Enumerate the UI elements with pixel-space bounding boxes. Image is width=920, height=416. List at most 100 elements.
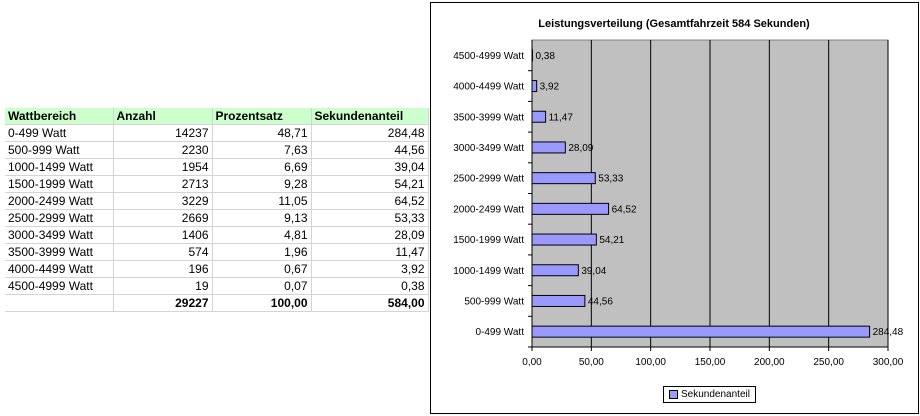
table-cell[interactable]: 9,13 bbox=[212, 209, 312, 227]
table-cell[interactable]: 196 bbox=[113, 260, 213, 278]
x-tick-label: 150,00 bbox=[695, 357, 726, 368]
table-cell[interactable]: 4500-4999 Watt bbox=[5, 277, 114, 295]
x-tick-label: 50,00 bbox=[579, 357, 604, 368]
table-cell[interactable]: 2230 bbox=[113, 141, 213, 159]
data-label: 54,21 bbox=[599, 235, 624, 246]
table-cell[interactable]: 11,47 bbox=[311, 243, 429, 261]
bar bbox=[531, 233, 597, 246]
table-cell[interactable]: 1,96 bbox=[212, 243, 312, 261]
table-row: 0-499 Watt 14237 48,71 284,48 bbox=[5, 124, 429, 142]
chart-title: Leistungsverteilung (Gesamtfahrzeit 584 … bbox=[538, 18, 810, 30]
table-cell[interactable]: 54,21 bbox=[311, 175, 429, 193]
table-total-row: 29227 100,00 584,00 bbox=[5, 294, 429, 312]
table-cell[interactable]: 1954 bbox=[113, 158, 213, 176]
column-header[interactable]: Prozentsatz bbox=[212, 108, 312, 125]
x-tick-label: 100,00 bbox=[635, 357, 666, 368]
data-table: Wattbereich Anzahl Prozentsatz Sekundenante… bbox=[5, 108, 429, 312]
table-row: 4000-4499 Watt 196 0,67 3,92 bbox=[5, 260, 429, 278]
table-cell[interactable]: 28,09 bbox=[311, 226, 429, 244]
bar-chart: Leistungsverteilung (Gesamtfahrzeit 584 … bbox=[453, 18, 904, 368]
x-tick-label: 250,00 bbox=[813, 357, 844, 368]
y-tick-label: 2000-2499 Watt bbox=[453, 204, 524, 215]
y-tick-label: 4000-4499 Watt bbox=[453, 82, 524, 93]
table-cell[interactable]: 64,52 bbox=[311, 192, 429, 210]
table-row: 500-999 Watt 2230 7,63 44,56 bbox=[5, 141, 429, 159]
table-cell[interactable]: 500-999 Watt bbox=[5, 141, 114, 159]
table-cell[interactable]: 0,38 bbox=[311, 277, 429, 295]
y-tick-label: 3500-3999 Watt bbox=[453, 112, 524, 123]
table-cell[interactable]: 2500-2999 Watt bbox=[5, 209, 114, 227]
table-cell[interactable]: 53,33 bbox=[311, 209, 429, 227]
table-cell[interactable]: 574 bbox=[113, 243, 213, 261]
table-cell[interactable]: 3229 bbox=[113, 192, 213, 210]
total-cell[interactable]: 29227 bbox=[113, 294, 213, 312]
y-tick-label: 1500-1999 Watt bbox=[453, 235, 524, 246]
data-label: 39,04 bbox=[581, 266, 606, 277]
table-cell[interactable]: 48,71 bbox=[212, 124, 312, 142]
table-header-row: Wattbereich Anzahl Prozentsatz Sekundenante… bbox=[5, 108, 429, 125]
table-cell[interactable]: 1500-1999 Watt bbox=[5, 175, 114, 193]
table-cell[interactable]: 3,92 bbox=[311, 260, 429, 278]
table-row: 1000-1499 Watt 1954 6,69 39,04 bbox=[5, 158, 429, 176]
column-header[interactable]: Wattbereich bbox=[5, 108, 114, 125]
bar bbox=[531, 49, 533, 62]
bar bbox=[531, 110, 547, 123]
table-cell[interactable]: 19 bbox=[113, 277, 213, 295]
table-cell[interactable]: 2713 bbox=[113, 175, 213, 193]
table-row: 3000-3499 Watt 1406 4,81 28,09 bbox=[5, 226, 429, 244]
bar bbox=[531, 294, 586, 307]
total-cell[interactable]: 584,00 bbox=[311, 294, 429, 312]
chart-area[interactable]: Leistungsverteilung (Gesamtfahrzeit 584 … bbox=[430, 2, 919, 414]
table-cell[interactable]: 1406 bbox=[113, 226, 213, 244]
table-cell[interactable]: 4,81 bbox=[212, 226, 312, 244]
legend-label: Sekundenanteil bbox=[681, 389, 750, 400]
table-row: 3500-3999 Watt 574 1,96 11,47 bbox=[5, 243, 429, 261]
data-label: 28,09 bbox=[568, 143, 593, 154]
table-cell[interactable]: 3500-3999 Watt bbox=[5, 243, 114, 261]
data-label: 284,48 bbox=[873, 327, 904, 338]
table-cell[interactable]: 44,56 bbox=[311, 141, 429, 159]
table-cell[interactable]: 284,48 bbox=[311, 124, 429, 142]
table-cell[interactable]: 0-499 Watt bbox=[5, 124, 114, 142]
data-label: 44,56 bbox=[588, 296, 613, 307]
table-row: 1500-1999 Watt 2713 9,28 54,21 bbox=[5, 175, 429, 193]
bar bbox=[531, 325, 871, 338]
y-tick-label: 0-499 Watt bbox=[475, 327, 524, 338]
total-cell[interactable] bbox=[5, 294, 114, 312]
y-tick-label: 500-999 Watt bbox=[464, 296, 524, 307]
total-cell[interactable]: 100,00 bbox=[212, 294, 312, 312]
y-tick-label: 4500-4999 Watt bbox=[453, 51, 524, 62]
column-header[interactable]: Anzahl bbox=[113, 108, 213, 125]
table-cell[interactable]: 7,63 bbox=[212, 141, 312, 159]
column-header[interactable]: Sekundenanteil bbox=[311, 108, 429, 125]
data-label: 11,47 bbox=[549, 112, 574, 123]
data-label: 64,52 bbox=[612, 204, 637, 215]
y-tick-label: 2500-2999 Watt bbox=[453, 174, 524, 185]
table-cell[interactable]: 2000-2499 Watt bbox=[5, 192, 114, 210]
table-cell[interactable]: 11,05 bbox=[212, 192, 312, 210]
table-row: 2500-2999 Watt 2669 9,13 53,33 bbox=[5, 209, 429, 227]
table-row: 2000-2499 Watt 3229 11,05 64,52 bbox=[5, 192, 429, 210]
table-cell[interactable]: 4000-4499 Watt bbox=[5, 260, 114, 278]
table-cell[interactable]: 6,69 bbox=[212, 158, 312, 176]
table-cell[interactable]: 14237 bbox=[113, 124, 213, 142]
table-cell[interactable]: 39,04 bbox=[311, 158, 429, 176]
table-cell[interactable]: 3000-3499 Watt bbox=[5, 226, 114, 244]
data-label: 53,33 bbox=[598, 174, 623, 185]
table-row: 4500-4999 Watt 19 0,07 0,38 bbox=[5, 277, 429, 295]
table-cell[interactable]: 9,28 bbox=[212, 175, 312, 193]
chart-legend[interactable]: Sekundenanteil bbox=[663, 386, 756, 403]
x-tick-label: 200,00 bbox=[754, 357, 785, 368]
bar bbox=[531, 141, 566, 154]
x-tick-label: 300,00 bbox=[873, 357, 904, 368]
legend-swatch bbox=[669, 390, 678, 399]
data-label: 3,92 bbox=[540, 82, 560, 93]
table-cell[interactable]: 1000-1499 Watt bbox=[5, 158, 114, 176]
bar bbox=[531, 264, 579, 277]
table-cell[interactable]: 2669 bbox=[113, 209, 213, 227]
bar bbox=[531, 80, 538, 93]
table-cell[interactable]: 0,07 bbox=[212, 277, 312, 295]
y-tick-label: 3000-3499 Watt bbox=[453, 143, 524, 154]
bar bbox=[531, 172, 596, 185]
table-cell[interactable]: 0,67 bbox=[212, 260, 312, 278]
